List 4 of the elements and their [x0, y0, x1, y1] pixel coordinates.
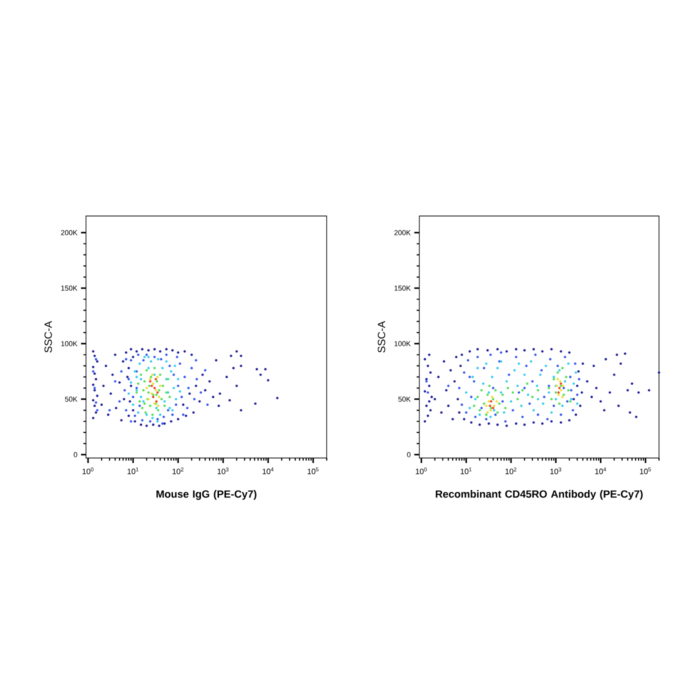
- x-axis-title: Recombinant CD45RO Antibody (PE-Cy7): [436, 490, 643, 500]
- y-axis-title: SSC-A: [44, 321, 52, 353]
- y-axis-title: SSC-A: [378, 321, 386, 353]
- x-axis-title: Mouse IgG (PE-Cy7): [156, 490, 256, 500]
